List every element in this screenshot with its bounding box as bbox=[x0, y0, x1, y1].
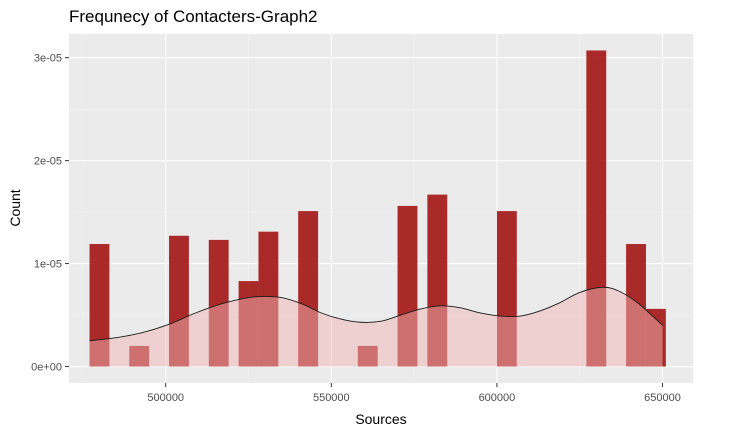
density-line bbox=[89, 286, 663, 342]
x-tick-label: 500000 bbox=[147, 392, 184, 404]
x-axis: 500000 550000 600000 650000 bbox=[147, 383, 681, 404]
x-tick-label: 550000 bbox=[313, 392, 350, 404]
y-tick-label: 2e-05 bbox=[34, 156, 62, 168]
x-tick-label: 650000 bbox=[644, 392, 681, 404]
y-tick-label: 0e+00 bbox=[31, 362, 62, 374]
chart-title: Frequnecy of Contacters-Graph2 bbox=[69, 7, 318, 26]
y-tick-label: 3e-05 bbox=[34, 53, 62, 65]
x-axis-title: Sources bbox=[355, 411, 406, 427]
y-axis-title: Count bbox=[7, 189, 23, 226]
histogram-bar bbox=[89, 244, 110, 367]
density-area bbox=[89, 287, 663, 367]
y-axis: 0e+00 1e-05 2e-05 3e-05 bbox=[31, 53, 69, 374]
x-tick-label: 600000 bbox=[479, 392, 516, 404]
y-tick-label: 1e-05 bbox=[34, 259, 62, 271]
